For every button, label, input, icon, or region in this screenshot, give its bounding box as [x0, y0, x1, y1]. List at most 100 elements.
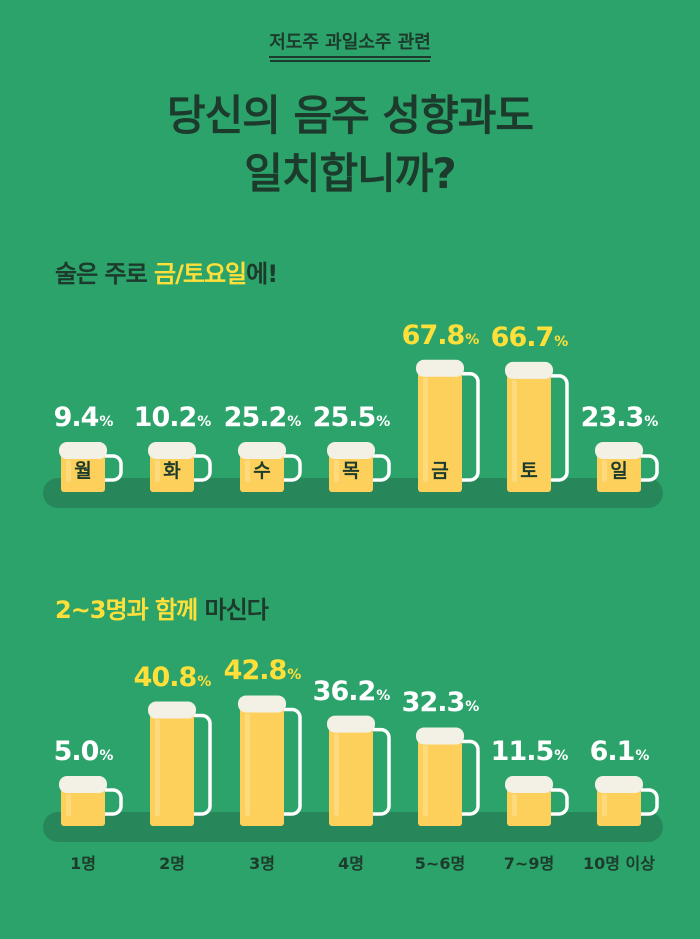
- title-line-2: 일치합니까?: [244, 149, 457, 198]
- value-unit: %: [99, 414, 113, 430]
- title-line-1: 당신의 음주 성향과도: [166, 91, 534, 140]
- category-label-2-7: 10명 이상: [583, 854, 655, 873]
- value-number: 6.1: [589, 736, 636, 767]
- category-label-1-6: 토: [520, 460, 538, 482]
- value-label-2-3: 42.8%: [223, 655, 302, 687]
- section-1-prefix: 술은 주로: [55, 260, 155, 288]
- bar-2-4: [329, 721, 373, 826]
- mug-shine: [334, 733, 339, 816]
- value-number: 66.7: [490, 321, 555, 353]
- mug-handle: [547, 374, 569, 482]
- mug-shine: [155, 460, 160, 482]
- mug-handle: [280, 707, 302, 816]
- value-unit: %: [287, 667, 301, 684]
- category-label-2-3: 3명: [249, 854, 275, 873]
- mug-shine: [245, 713, 250, 816]
- value-number: 36.2: [312, 675, 377, 707]
- bar-2-5: [418, 733, 462, 826]
- mug-2-4: [327, 715, 391, 826]
- mug-handle: [101, 454, 123, 482]
- mug-foam: [327, 715, 375, 733]
- section-2-suffix: 마신다: [197, 596, 269, 624]
- value-unit: %: [376, 687, 390, 704]
- value-label-2-2: 40.8%: [133, 661, 212, 693]
- mug-shine: [423, 745, 428, 816]
- mug-foam: [59, 776, 107, 793]
- mug-handle: [458, 372, 480, 482]
- mug-2-7: [595, 776, 659, 826]
- mug-foam: [595, 442, 643, 459]
- value-unit: %: [465, 331, 479, 348]
- value-number: 42.8: [223, 655, 288, 687]
- mug-1-4: [327, 442, 391, 492]
- mug-foam: [59, 442, 107, 459]
- value-unit: %: [635, 748, 649, 764]
- category-label-1-5: 금: [431, 460, 449, 482]
- mug-shine: [66, 794, 71, 816]
- category-label-1-3: 수: [253, 460, 271, 482]
- value-label-1-3: 25.2%: [223, 402, 302, 433]
- category-label-2-2: 2명: [159, 854, 185, 873]
- category-label-1-7: 일: [610, 460, 628, 482]
- kicker: 저도주 과일소주 관련: [0, 28, 700, 58]
- mug-2-6: [505, 776, 569, 826]
- mug-1-7: [595, 442, 659, 492]
- mug-handle: [190, 454, 212, 482]
- mug-handle: [190, 713, 212, 816]
- mug-handle: [101, 788, 123, 816]
- mug-shine: [512, 794, 517, 816]
- value-unit: %: [197, 673, 211, 690]
- mug-foam: [416, 359, 464, 377]
- mug-handle: [369, 454, 391, 482]
- value-label-1-5: 67.8%: [401, 319, 480, 351]
- value-number: 40.8: [133, 661, 198, 693]
- mug-shine: [245, 460, 250, 482]
- mug-1-2: [148, 442, 212, 492]
- value-label-1-6: 66.7%: [490, 321, 569, 353]
- section-2-highlight: 2~3명과 함께: [55, 596, 198, 624]
- value-unit: %: [465, 699, 479, 716]
- value-number: 10.2: [133, 402, 198, 433]
- mug-handle: [547, 788, 569, 816]
- category-label-2-4: 4명: [338, 854, 364, 873]
- section-2-heading: 2~3명과 함께 마신다: [55, 590, 269, 625]
- mug-1-5: [416, 359, 480, 492]
- mug-foam: [148, 442, 196, 459]
- mug-shine: [423, 377, 428, 482]
- mug-foam: [238, 695, 286, 713]
- mug-foam: [238, 442, 286, 459]
- mug-shine: [512, 379, 517, 482]
- category-label-2-6: 7~9명: [503, 854, 555, 873]
- value-unit: %: [644, 414, 658, 430]
- bar-1-6: [507, 367, 551, 492]
- mug-handle: [280, 454, 302, 482]
- mug-shine: [602, 794, 607, 816]
- mug-foam: [148, 701, 196, 719]
- value-label-2-5: 32.3%: [402, 687, 480, 718]
- section-1-highlight: 금/토요일: [154, 260, 247, 288]
- value-number: 23.3: [580, 402, 645, 433]
- mug-2-5: [416, 727, 480, 826]
- category-label-1-1: 월: [74, 460, 92, 482]
- value-unit: %: [554, 333, 568, 350]
- value-unit: %: [554, 748, 568, 764]
- mug-2-3: [238, 695, 302, 826]
- mug-shine: [66, 460, 71, 482]
- bar-1-5: [418, 365, 462, 492]
- mug-2-1: [59, 776, 123, 826]
- mug-foam: [505, 361, 553, 379]
- value-number: 67.8: [401, 319, 466, 351]
- mug-2-2: [148, 701, 212, 826]
- category-label-2-5: 5~6명: [414, 854, 466, 873]
- mug-1-1: [59, 442, 123, 492]
- value-unit: %: [287, 414, 301, 430]
- category-label-1-2: 화: [163, 460, 181, 482]
- value-number: 25.2: [223, 402, 288, 433]
- mug-shine: [334, 460, 339, 482]
- mug-foam: [505, 776, 553, 793]
- mug-1-3: [238, 442, 302, 492]
- mug-1-6: [505, 361, 569, 492]
- value-number: 5.0: [53, 736, 100, 767]
- section-1-heading: 술은 주로 금/토요일에!: [55, 254, 278, 289]
